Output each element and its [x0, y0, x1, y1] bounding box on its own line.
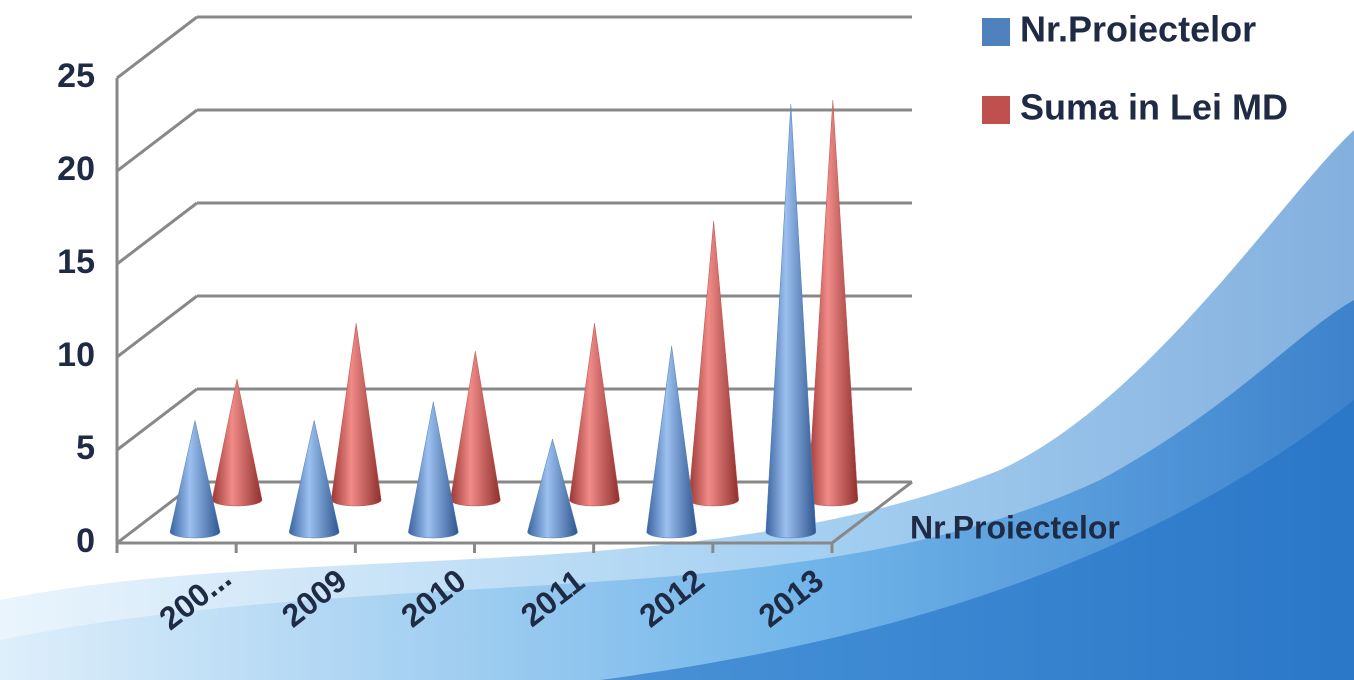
- y-tick-label: 25: [57, 57, 95, 95]
- cone: [450, 351, 501, 507]
- y-tick-label: 20: [57, 150, 95, 188]
- cone: [408, 401, 459, 539]
- cone: [211, 379, 263, 507]
- grid-line: [116, 108, 198, 173]
- y-tick-label: 15: [57, 243, 95, 281]
- cone: [330, 323, 382, 507]
- depth-label: Nr.Proiectelor: [910, 509, 1120, 545]
- cone: [569, 323, 620, 507]
- axis-line: [831, 480, 913, 545]
- cone: [169, 420, 221, 539]
- cone: [646, 345, 697, 539]
- legend-swatch: [982, 96, 1010, 124]
- grid-line: [116, 201, 198, 266]
- y-tick-label: 10: [57, 336, 95, 374]
- background: [0, 130, 1354, 680]
- grid-line: [116, 294, 198, 359]
- y-tick-label: 5: [76, 429, 95, 467]
- legend-swatch: [982, 18, 1010, 46]
- legend-label: Suma in Lei MD: [1020, 87, 1288, 128]
- cone: [688, 220, 739, 507]
- y-tick-label: 0: [76, 522, 95, 560]
- legend-label: Nr.Proiectelor: [1020, 9, 1256, 50]
- cone: [765, 104, 817, 539]
- cone: [807, 100, 859, 507]
- cone: [527, 438, 578, 539]
- grid-line: [116, 387, 198, 452]
- cone: [288, 420, 340, 539]
- grid-line: [116, 15, 198, 80]
